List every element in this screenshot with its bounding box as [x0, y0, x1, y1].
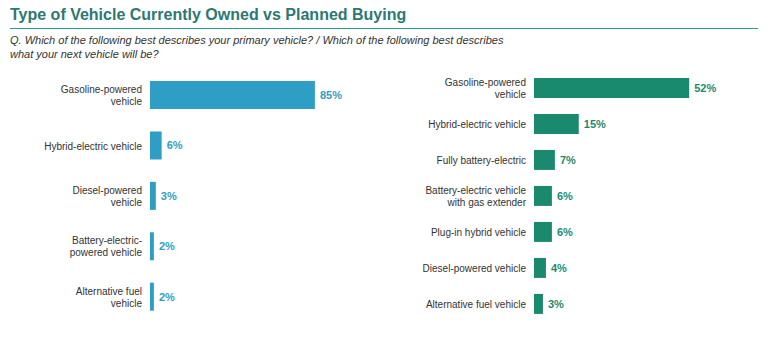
svg-text:6%: 6%: [557, 190, 573, 202]
svg-text:Gasoline-poweredvehicle: Gasoline-poweredvehicle: [61, 84, 143, 107]
svg-text:85%: 85%: [320, 89, 342, 101]
svg-text:Alternative fuel vehicle: Alternative fuel vehicle: [426, 299, 526, 310]
svg-text:52%: 52%: [694, 82, 716, 94]
svg-text:4%: 4%: [551, 262, 567, 274]
svg-text:6%: 6%: [557, 226, 573, 238]
svg-text:3%: 3%: [548, 298, 564, 310]
svg-text:6%: 6%: [167, 139, 183, 151]
svg-text:7%: 7%: [560, 154, 576, 166]
svg-text:Battery-electric-powered vehic: Battery-electric-powered vehicle: [70, 235, 143, 258]
svg-text:2%: 2%: [159, 240, 175, 252]
html-text:Q. Which of the following best: Q. Which of the following best describes…: [10, 34, 504, 60]
svg-text:Fully battery-electric: Fully battery-electric: [437, 155, 526, 166]
svg-text:15%: 15%: [584, 118, 606, 130]
svg-text:Diesel-powered vehicle: Diesel-powered vehicle: [423, 263, 527, 274]
html-text:Type of Vehicle Currently Owne: Type of Vehicle Currently Owned vs Plann…: [10, 6, 407, 23]
svg-text:Gasoline-poweredvehicle: Gasoline-poweredvehicle: [445, 77, 527, 100]
svg-text:2%: 2%: [159, 291, 175, 303]
svg-text:Hybrid-electric vehicle: Hybrid-electric vehicle: [428, 119, 526, 130]
svg-text:Alternative fuelvehicle: Alternative fuelvehicle: [76, 286, 143, 309]
svg-text:Battery-electric vehiclewith g: Battery-electric vehiclewith gas extende…: [425, 185, 526, 208]
svg-text:Plug-in hybrid vehicle: Plug-in hybrid vehicle: [431, 227, 526, 238]
svg-text:Hybrid-electric vehicle: Hybrid-electric vehicle: [44, 141, 142, 152]
svg-text:Diesel-poweredvehicle: Diesel-poweredvehicle: [73, 185, 143, 208]
svg-text:3%: 3%: [161, 190, 177, 202]
